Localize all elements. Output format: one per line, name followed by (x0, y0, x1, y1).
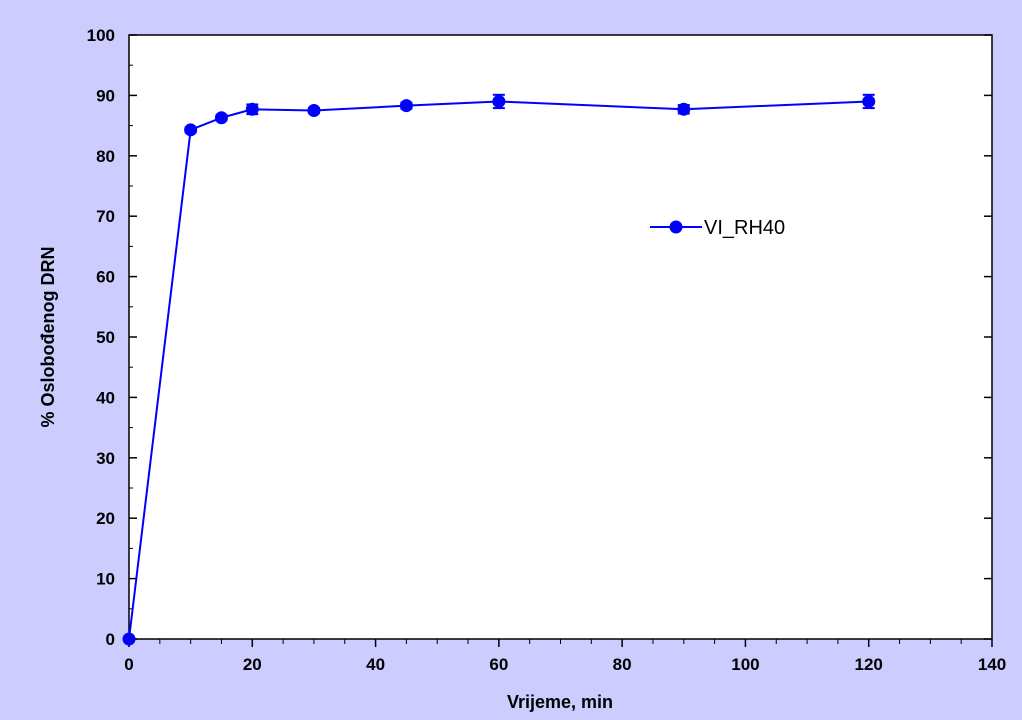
x-tick-label: 140 (978, 655, 1006, 674)
y-axis-title: % Oslobođenog DRN (38, 247, 58, 428)
data-point (245, 102, 259, 116)
legend: VI_RH40 (650, 217, 785, 239)
y-tick-label: 10 (96, 570, 115, 589)
y-tick-label: 40 (96, 388, 115, 407)
y-tick-label: 80 (96, 147, 115, 166)
y-tick-label: 20 (96, 509, 115, 528)
data-point (122, 632, 136, 646)
y-tick-label: 50 (96, 328, 115, 347)
data-point (492, 94, 506, 108)
x-axis-ticks: 0 20 40 60 80 100 120 140 (124, 639, 1006, 674)
data-point (307, 104, 321, 117)
x-tick-label: 100 (731, 655, 759, 674)
y-tick-label: 70 (96, 207, 115, 226)
y-tick-label: 30 (96, 449, 115, 468)
legend-marker (669, 220, 683, 234)
y-tick-label: 100 (87, 26, 115, 45)
x-tick-label: 40 (366, 655, 385, 674)
data-point (677, 102, 691, 116)
y-tick-label: 0 (106, 630, 115, 649)
x-tick-label: 0 (124, 655, 133, 674)
x-tick-label: 60 (489, 655, 508, 674)
x-tick-label: 20 (243, 655, 262, 674)
x-tick-label: 80 (613, 655, 632, 674)
series-layer (122, 93, 876, 646)
y-axis-ticks: 0 10 20 30 40 50 60 70 80 90 100 (87, 26, 992, 649)
data-point (184, 123, 198, 137)
plot-area (128, 34, 993, 640)
legend-label: VI_RH40 (704, 217, 785, 239)
y-tick-label: 90 (96, 86, 115, 105)
data-point (214, 111, 228, 125)
data-point (399, 99, 413, 113)
data-point (862, 94, 876, 108)
x-tick-label: 120 (855, 655, 883, 674)
y-tick-label: 60 (96, 268, 115, 287)
x-axis-title: Vrijeme, min (507, 692, 613, 712)
